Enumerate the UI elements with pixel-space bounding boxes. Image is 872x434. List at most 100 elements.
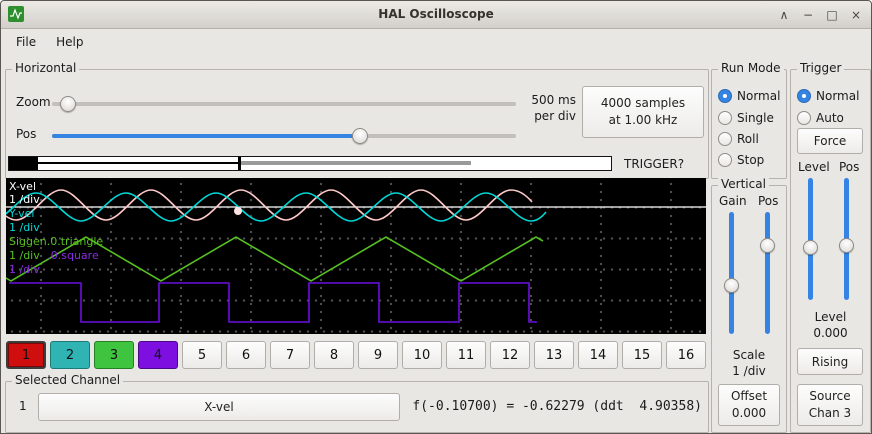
selected-channel-group-title: Selected Channel (12, 373, 124, 387)
vertical-group: Vertical Gain Pos Scale 1 /div Offset 0.… (711, 177, 787, 433)
channel-button-16[interactable]: 16 (666, 341, 706, 369)
scope-ch3-scale-row: 1 /div .0.square (9, 249, 99, 262)
pos-slider-thumb[interactable] (352, 128, 368, 144)
trigger-level-caption: Level (814, 310, 847, 324)
radio-icon (797, 111, 811, 125)
trigger-level-value: 0.000 (813, 326, 848, 340)
channel-button-13[interactable]: 13 (534, 341, 574, 369)
runmode-option-stop[interactable]: Stop (718, 152, 764, 168)
trigger-option-normal[interactable]: Normal (797, 88, 859, 104)
vertical-pos-thumb[interactable] (760, 238, 775, 253)
zoom-slider-track (52, 102, 516, 106)
gain-slider-thumb[interactable] (724, 278, 739, 293)
window-title: HAL Oscilloscope (378, 7, 494, 21)
channel-button-9[interactable]: 9 (358, 341, 398, 369)
waveform-triangle (6, 236, 544, 282)
zoom-label: Zoom (16, 95, 51, 109)
selected-channel-name-button[interactable]: X-vel (38, 393, 400, 421)
gain-slider[interactable] (724, 212, 740, 334)
channel-button-5[interactable]: 5 (182, 341, 222, 369)
menu-help[interactable]: Help (56, 35, 84, 49)
vertical-pos-slider[interactable] (760, 212, 776, 334)
channel-button-8[interactable]: 8 (314, 341, 354, 369)
channel-button-3[interactable]: 3 (94, 341, 134, 369)
pos-slider[interactable] (52, 128, 516, 144)
titlebar: HAL Oscilloscope ∧ − □ × (1, 1, 871, 29)
offset-button[interactable]: Offset 0.000 (718, 384, 780, 426)
record-position-bar[interactable] (8, 156, 612, 171)
channel-button-11[interactable]: 11 (446, 341, 486, 369)
trigger-status-label: TRIGGER? (624, 157, 685, 171)
radio-label: Normal (816, 89, 860, 103)
menu-file[interactable]: File (16, 35, 37, 49)
minimize-icon[interactable]: − (802, 7, 814, 22)
scope-ch1-scale: 1 /div (9, 193, 40, 206)
shade-icon[interactable]: ∧ (779, 7, 789, 22)
zoom-slider[interactable] (52, 96, 516, 112)
waveform-y-vel (6, 192, 547, 222)
vertical-group-title: Vertical (718, 177, 769, 191)
maximize-icon[interactable]: □ (826, 7, 838, 22)
radio-label: Stop (737, 153, 765, 167)
trigger-level-thumb[interactable] (803, 240, 818, 255)
horizontal-group: Horizontal Zoom 500 ms per div 4000 samp… (5, 61, 709, 179)
trigger-source-caption: Source (809, 389, 851, 403)
trigger-group: Trigger Normal Auto Force Level Pos Leve… (790, 61, 871, 433)
radio-selected-icon (797, 89, 811, 103)
radio-label: Auto (816, 111, 844, 125)
trigger-point-marker (234, 207, 242, 215)
trigger-pos-thumb[interactable] (839, 238, 854, 253)
radio-icon (718, 132, 732, 146)
scale-value: 1 /div (732, 364, 766, 378)
offset-value: 0.000 (731, 406, 767, 420)
channel-button-14[interactable]: 14 (578, 341, 618, 369)
close-icon[interactable]: × (850, 7, 862, 22)
trigger-source-button[interactable]: Source Chan 3 (797, 384, 863, 426)
runmode-option-normal[interactable]: Normal (718, 88, 780, 104)
channel-button-4[interactable]: 4 (138, 341, 178, 369)
radio-icon (718, 153, 732, 167)
view-window-indicator (241, 161, 471, 165)
sample-rate-button[interactable]: 4000 samples at 1.00 kHz (582, 86, 704, 138)
sample-count: 4000 samples (600, 96, 686, 110)
scope-ch2-name: Y-vel (9, 207, 35, 220)
runmode-option-single[interactable]: Single (718, 110, 774, 126)
channel-button-row: 1 2 3 4 5 6 7 8 9 10 11 12 13 14 15 16 (6, 341, 706, 370)
selected-channel-group: Selected Channel 1 X-vel f(-0.10700) = -… (5, 373, 709, 433)
selected-channel-number: 1 (19, 399, 27, 413)
trigger-pos-col-label: Pos (839, 160, 860, 174)
record-prefix-block (9, 157, 38, 170)
trigger-position-tick (238, 157, 241, 170)
time-per-div: 500 ms per div (506, 92, 576, 124)
zoom-slider-thumb[interactable] (60, 96, 76, 112)
force-button[interactable]: Force (797, 128, 863, 154)
runmode-option-roll[interactable]: Roll (718, 131, 759, 147)
trigger-level-col-label: Level (798, 160, 830, 174)
radio-selected-icon (718, 89, 732, 103)
channel-button-15[interactable]: 15 (622, 341, 662, 369)
channel-button-7[interactable]: 7 (270, 341, 310, 369)
scale-caption: Scale (732, 348, 766, 362)
sample-rate: at 1.00 kHz (608, 113, 678, 127)
channel-button-12[interactable]: 12 (490, 341, 530, 369)
trigger-slope-button[interactable]: Rising (797, 348, 863, 375)
channel-button-10[interactable]: 10 (402, 341, 442, 369)
scope-ch3-name: Siggen.0.triangle (9, 235, 104, 248)
trigger-level-track (808, 178, 813, 300)
trigger-option-auto[interactable]: Auto (797, 110, 844, 126)
run-mode-group-title: Run Mode (718, 61, 784, 75)
channel-button-2[interactable]: 2 (50, 341, 90, 369)
record-baseline (38, 162, 238, 164)
waveform-canvas (6, 189, 706, 323)
trigger-level-slider[interactable] (803, 178, 819, 300)
trigger-source-value: Chan 3 (808, 406, 852, 420)
trigger-group-title: Trigger (797, 61, 845, 75)
waveform-square (9, 282, 537, 323)
radio-label: Roll (737, 132, 759, 146)
scope-ch3-scale: 1 /div (9, 249, 40, 262)
channel-button-6[interactable]: 6 (226, 341, 266, 369)
channel-button-1[interactable]: 1 (6, 341, 46, 369)
scope-ch1-name: X-vel (9, 180, 36, 193)
radio-label: Single (737, 111, 774, 125)
trigger-pos-slider[interactable] (839, 178, 855, 300)
